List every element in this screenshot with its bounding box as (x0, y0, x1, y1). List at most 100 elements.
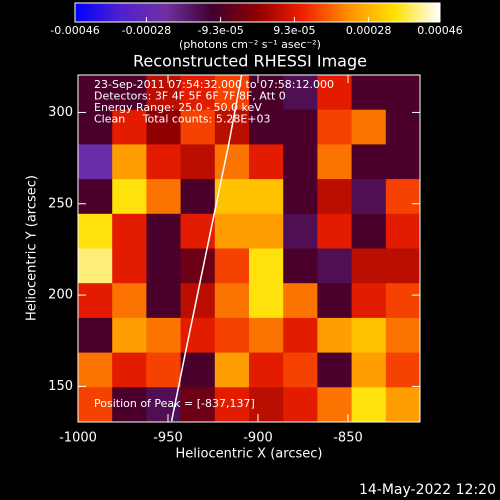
heatmap-cell (385, 75, 420, 111)
heatmap-cell (78, 317, 113, 354)
heatmap-cell (385, 109, 420, 145)
x-tick-label: -950 (153, 431, 183, 446)
peak-annotation: Position of Peak = [-837,137] (94, 397, 255, 410)
heatmap-cell (180, 109, 216, 145)
colorbar-label: (photons cm⁻² s⁻¹ asec⁻²) (179, 38, 321, 51)
x-tick-label: -900 (243, 431, 273, 446)
heatmap-cell (146, 179, 182, 215)
colorbar-tick-label: 9.3e-05 (273, 24, 315, 37)
heatmap-cell (146, 317, 182, 354)
heatmap-cell (249, 283, 284, 319)
heatmap-cell (317, 317, 353, 354)
heatmap-cell (317, 109, 353, 145)
x-axis-label: Heliocentric X (arcsec) (176, 447, 323, 462)
heatmap-cell (385, 179, 420, 215)
heatmap-cell (351, 317, 387, 354)
heatmap-cell (214, 352, 250, 388)
heatmap-cell (249, 179, 284, 215)
x-tick-label: -850 (333, 431, 363, 446)
heatmap-cell (351, 387, 387, 422)
heatmap-cell (146, 283, 182, 319)
heatmap-cell (351, 248, 387, 284)
heatmap-cell (249, 213, 284, 249)
heatmap-cell (283, 283, 318, 319)
annotation: 23-Sep-2011 07:54:32.000 to 07:58:12.000 (94, 78, 334, 91)
heatmap-cell (283, 75, 318, 111)
heatmap-cell (146, 352, 182, 388)
heatmap-cell (283, 352, 318, 388)
heatmap-cell (249, 387, 284, 422)
heatmap-cell (112, 317, 147, 354)
y-axis-label: Heliocentric Y (arcsec) (25, 175, 40, 321)
heatmap-cell (112, 248, 147, 284)
heatmap-cell (385, 387, 420, 422)
heatmap-cell (112, 213, 147, 249)
heatmap-cell (112, 283, 147, 319)
y-tick-label: 250 (48, 196, 73, 211)
heatmap-cell (214, 75, 250, 111)
colorbar-tick-label: -0.00028 (122, 24, 171, 37)
colorbar-tick-label: -0.00046 (50, 24, 99, 37)
heatmap-cell (249, 109, 284, 145)
heatmap-cell (146, 213, 182, 249)
heatmap-cell (214, 317, 250, 354)
heatmap-cell (146, 144, 182, 180)
heatmap-cell (78, 75, 113, 111)
heatmap-cell (283, 317, 318, 354)
heatmap-cell (385, 213, 420, 249)
heatmap-cell (385, 144, 420, 180)
heatmap-cell (317, 387, 353, 422)
heatmap-cell (317, 352, 353, 388)
heatmap-cell (78, 213, 113, 249)
heatmap-cell (78, 352, 113, 388)
heatmap-cell (78, 387, 113, 422)
heatmap-cell (146, 109, 182, 145)
heatmap-cell (112, 352, 147, 388)
heatmap-cell (180, 144, 216, 180)
heatmap-cell (317, 248, 353, 284)
heatmap-cell (78, 283, 113, 319)
heatmap-cell (78, 179, 113, 215)
colorbar (74, 2, 441, 23)
heatmap-cell (317, 179, 353, 215)
heatmap-cell (385, 283, 420, 319)
heatmap-cell (283, 179, 318, 215)
heatmap-cell (180, 248, 216, 284)
heatmap-cell (112, 109, 147, 145)
heatmap-cell (180, 213, 216, 249)
heatmap-cell (180, 179, 216, 215)
heatmap-cell (180, 352, 216, 388)
heatmap-cell (385, 352, 420, 388)
heatmap-cell (283, 213, 318, 249)
heatmap-cell (146, 75, 182, 111)
heatmap-cell (351, 179, 387, 215)
heatmap-cell (180, 75, 216, 111)
heatmap-cell (112, 387, 147, 422)
heatmap-cell (351, 213, 387, 249)
colorbar-tick-label: -9.3e-05 (198, 24, 244, 37)
heatmap-cell (249, 75, 284, 111)
heatmap-cell (249, 248, 284, 284)
annotation: Detectors: 3F 4F 5F 6F 7F 8F, Att 0 (94, 90, 286, 103)
heatmap-cell (112, 179, 147, 215)
plot-frame (77, 74, 421, 423)
heatmap-cell (283, 387, 318, 422)
colorbar-tick-label: 0.00046 (417, 24, 463, 37)
heatmap-cell (78, 144, 113, 180)
footer: 14-May-2022 12:20 (359, 482, 496, 498)
heatmap-cell (78, 248, 113, 284)
heatmap-cell (112, 144, 147, 180)
x-tick-label: -1000 (59, 431, 97, 446)
chart-title: Reconstructed RHESSI Image (133, 52, 367, 71)
heatmap-cell (78, 109, 113, 145)
heatmap-cell (249, 352, 284, 388)
solar-limb (170, 75, 243, 422)
heatmap-cell (351, 144, 387, 180)
heatmap-cell (317, 213, 353, 249)
heatmap-cell (180, 283, 216, 319)
heatmap-cell (214, 283, 250, 319)
colorbar-tick-label: 0.00028 (346, 24, 392, 37)
heatmap-cell (146, 248, 182, 284)
annotation: Clean Total counts: 5.28E+03 (94, 113, 271, 126)
annotation: Energy Range: 25.0 - 50.0 keV (94, 101, 262, 114)
